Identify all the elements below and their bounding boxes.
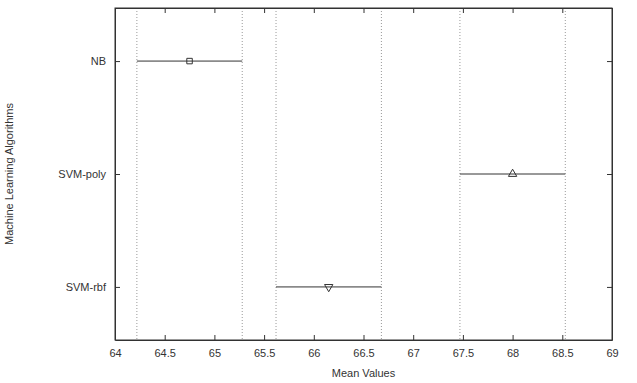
tick-mark xyxy=(513,8,514,13)
interval-guide xyxy=(136,8,137,340)
tick-mark xyxy=(463,8,464,13)
tick xyxy=(562,8,563,13)
tick-mark xyxy=(607,174,612,175)
tick-mark xyxy=(264,335,265,340)
tick-label: 68 xyxy=(507,347,519,359)
tick-mark xyxy=(607,61,612,62)
tick-label: 64 xyxy=(109,347,121,359)
interval-bar xyxy=(460,174,565,175)
tick xyxy=(607,61,612,62)
tick-mark xyxy=(463,335,464,340)
tick: SVM-poly xyxy=(58,168,120,180)
tick-label: 65.5 xyxy=(254,347,275,359)
tick-mark xyxy=(562,335,563,340)
x-axis-title: Mean Values xyxy=(332,367,396,379)
y-axis: NB SVM-poly SVM-rbf xyxy=(58,9,120,341)
y-axis-title: Machine Learning Algorithms xyxy=(3,103,15,245)
tick-mark xyxy=(115,174,120,175)
tick-label: 67 xyxy=(408,347,420,359)
tick-label: 67.5 xyxy=(453,347,474,359)
plot-frame xyxy=(115,8,612,340)
tick-label: 66.5 xyxy=(353,347,374,359)
marks xyxy=(137,8,565,340)
tick xyxy=(264,8,265,13)
tick-label: SVM-poly xyxy=(58,168,106,180)
tick: 68 xyxy=(507,335,519,359)
tick-mark xyxy=(413,335,414,340)
tick: NB xyxy=(91,55,120,67)
plot-background xyxy=(115,8,612,340)
x-axis: 64 64.5 65 65.5 66 66.5 67 67.5 68 68.5 69 xyxy=(109,335,618,359)
tick-mark xyxy=(165,335,166,340)
chart-svg: 64 64.5 65 65.5 66 66.5 67 67.5 68 68.5 69 NB SVM-po… xyxy=(0,0,637,383)
tick xyxy=(314,8,315,13)
interval-guide xyxy=(242,8,243,340)
tick xyxy=(364,8,365,13)
tick xyxy=(607,174,612,175)
chart-container: 64 64.5 65 65.5 66 66.5 67 67.5 68 68.5 69 NB SVM-po… xyxy=(0,0,637,383)
tick-label: 69 xyxy=(606,347,618,359)
tick-mark xyxy=(214,335,215,340)
tick-mark xyxy=(165,8,166,13)
tick-mark xyxy=(562,8,563,13)
interval-bar xyxy=(137,61,242,62)
tick: 67.5 xyxy=(453,335,474,359)
tick xyxy=(165,8,166,13)
tick: 64.5 xyxy=(154,335,175,359)
tick xyxy=(214,8,215,13)
tick-mark xyxy=(364,335,365,340)
tick-mark xyxy=(607,287,612,288)
interval-guide xyxy=(276,8,277,340)
mean-marker xyxy=(187,58,192,63)
tick-mark xyxy=(314,335,315,340)
tick-mark xyxy=(115,287,120,288)
tick: 66.5 xyxy=(353,335,374,359)
tick-label: 65 xyxy=(209,347,221,359)
tick xyxy=(463,8,464,13)
tick-mark xyxy=(513,335,514,340)
tick xyxy=(607,287,612,288)
tick: 66 xyxy=(308,335,320,359)
tick: SVM-rbf xyxy=(66,281,120,293)
tick-label: 68.5 xyxy=(552,347,573,359)
tick: 67 xyxy=(408,335,420,359)
plot-area: 64 64.5 65 65.5 66 66.5 67 67.5 68 68.5 69 NB SVM-po… xyxy=(58,8,618,359)
tick-mark xyxy=(364,8,365,13)
tick-label: SVM-rbf xyxy=(66,281,107,293)
tick xyxy=(513,8,514,13)
tick-label: 64.5 xyxy=(154,347,175,359)
tick-mark xyxy=(115,61,120,62)
tick-label: 66 xyxy=(308,347,320,359)
mean-marker xyxy=(325,285,333,292)
interval-bar xyxy=(276,286,381,287)
tick-mark xyxy=(413,8,414,13)
tick-mark xyxy=(264,8,265,13)
tick-mark xyxy=(214,8,215,13)
tick: 68.5 xyxy=(552,335,573,359)
tick: 65.5 xyxy=(254,335,275,359)
tick-label: NB xyxy=(91,55,106,67)
tick: 65 xyxy=(209,335,221,359)
tick xyxy=(413,8,414,13)
tick-mark xyxy=(314,8,315,13)
interval-guide xyxy=(381,8,382,340)
x-axis-top xyxy=(116,8,613,13)
mean-marker xyxy=(508,169,516,176)
